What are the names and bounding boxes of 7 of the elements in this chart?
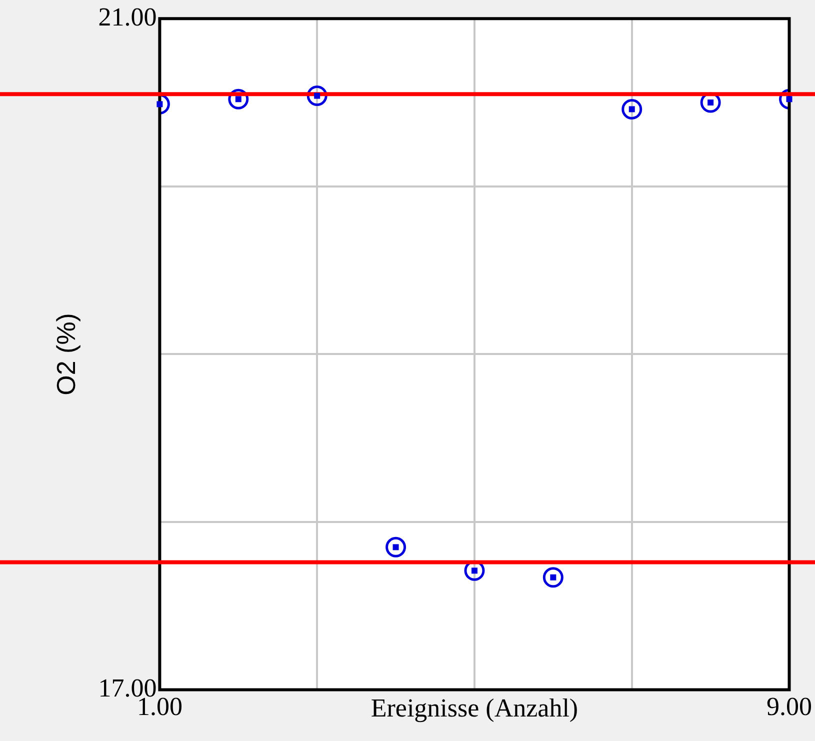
x-tick-label: 9.00 [766, 692, 812, 722]
y-tick-label: 21.00 [98, 2, 157, 32]
point [542, 567, 564, 588]
point [622, 98, 642, 120]
point [386, 536, 406, 558]
x-axis-title: Ereignisse (Anzahl) [370, 694, 578, 723]
y-axis-title: O2 (%) [50, 313, 81, 396]
